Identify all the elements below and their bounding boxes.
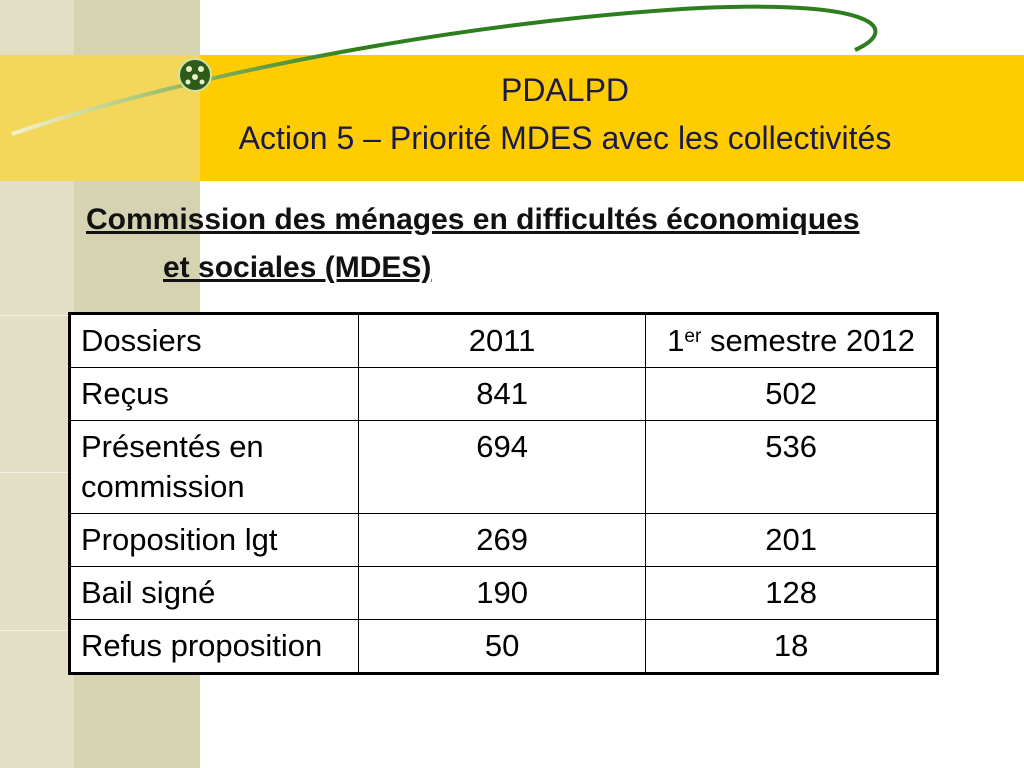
row-value-2011: 50 [358, 619, 647, 674]
table-row: Bail signé 190 128 [68, 566, 938, 620]
row-value-2012: 18 [645, 619, 938, 674]
row-value-2011: 694 [358, 420, 647, 514]
row-label: Proposition lgt [68, 513, 360, 567]
row-value-2012: 128 [645, 566, 938, 620]
mdes-statistics-table: Dossiers 2011 1er semestre 2012 Reçus 84… [68, 312, 939, 675]
row-label: Refus proposition [68, 619, 360, 674]
row-value-2011: 841 [358, 367, 647, 421]
globe-icon [178, 58, 212, 92]
row-value-2012: 536 [645, 420, 938, 514]
table-row: Proposition lgt 269 201 [68, 513, 938, 567]
title-bar [200, 55, 1024, 181]
header-cell-2011: 2011 [358, 313, 647, 368]
section-heading-line1: Commission des ménages en difficultés éc… [86, 203, 860, 236]
header-cell-2012: 1er semestre 2012 [645, 313, 938, 368]
table-row: Présentés en commission 694 536 [68, 420, 938, 514]
row-label: Bail signé [68, 566, 360, 620]
section-heading: Commission des ménages en difficultés éc… [86, 196, 956, 292]
section-heading-line2-text: et sociales (MDES) [163, 251, 432, 284]
strip-divider [0, 630, 74, 631]
page-subtitle: Action 5 – Priorité MDES avec les collec… [238, 120, 892, 156]
row-value-2011: 190 [358, 566, 647, 620]
table-row: Reçus 841 502 [68, 367, 938, 421]
strip-divider [0, 315, 74, 316]
header-2012-superscript: er [684, 326, 702, 347]
header-2012-prefix: 1 [667, 323, 685, 358]
green-arc-decoration [11, 4, 878, 136]
header-2012-suffix: semestre 2012 [701, 323, 915, 358]
section-heading-line2: et sociales (MDES) [86, 244, 956, 292]
page-title: PDALPD [500, 72, 630, 108]
row-value-2011: 269 [358, 513, 647, 567]
strip-divider [0, 472, 74, 473]
title-bar-left-segment [0, 55, 200, 181]
row-value-2012: 201 [645, 513, 938, 567]
header-cell-dossiers: Dossiers [68, 313, 360, 368]
row-value-2012: 502 [645, 367, 938, 421]
row-label: Reçus [68, 367, 360, 421]
table-row: Refus proposition 50 18 [68, 619, 938, 674]
table-header-row: Dossiers 2011 1er semestre 2012 [68, 313, 938, 368]
row-label: Présentés en commission [68, 420, 360, 514]
